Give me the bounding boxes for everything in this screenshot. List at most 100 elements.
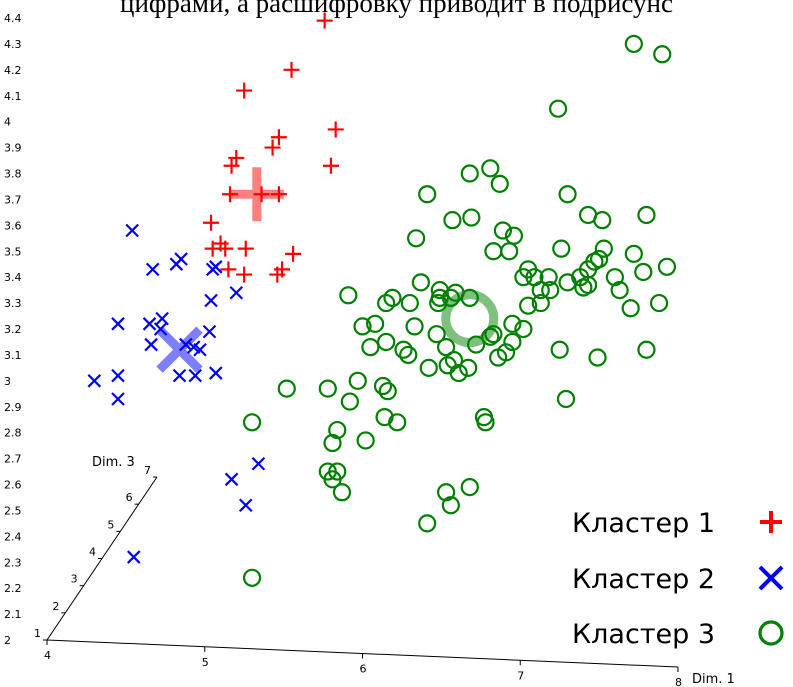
plus-point xyxy=(264,139,281,156)
circle-stroke xyxy=(493,221,512,240)
z-tick-label: 7 xyxy=(144,464,151,477)
circle-point xyxy=(378,382,397,401)
circle-stroke xyxy=(339,286,358,305)
circle-stroke xyxy=(323,433,342,453)
circle-stroke xyxy=(462,208,481,227)
circle-point xyxy=(394,340,413,359)
legend-cross-icon xyxy=(758,565,784,591)
circle-stroke xyxy=(361,338,380,357)
y-tick-label: 2.8 xyxy=(4,427,22,440)
circle-point xyxy=(383,288,402,307)
circle-stroke xyxy=(407,229,426,248)
circle-stroke xyxy=(242,568,262,587)
circle-point xyxy=(427,325,446,344)
y-tick-label: 2.3 xyxy=(4,556,22,569)
circle-point xyxy=(377,332,396,352)
circle-point xyxy=(539,268,558,287)
cross-stroke-b xyxy=(111,368,125,383)
cross-point xyxy=(251,456,266,471)
plus-point xyxy=(270,129,287,146)
legend-label: Кластер 3 xyxy=(572,619,715,650)
circle-stroke xyxy=(519,296,538,315)
circle-point xyxy=(605,268,625,287)
circle-point xyxy=(558,185,577,204)
centroids-layer xyxy=(156,167,499,373)
circle-point xyxy=(339,286,358,305)
x-tick-label: 6 xyxy=(360,663,367,676)
circle-point xyxy=(419,358,438,377)
y-tick-label: 2.9 xyxy=(4,401,22,414)
cross-point xyxy=(87,374,102,388)
cross-centroid xyxy=(156,326,203,373)
circle-point xyxy=(400,293,419,313)
circle-stroke xyxy=(503,314,522,333)
cross-stroke-b xyxy=(142,317,157,331)
plus-point xyxy=(220,261,237,278)
cross-point xyxy=(111,368,125,383)
circle-point xyxy=(519,296,538,315)
z-tick-label: 5 xyxy=(107,518,114,531)
circle-stroke xyxy=(593,211,612,230)
y-tick-label: 2.6 xyxy=(4,479,22,492)
circle-stroke xyxy=(496,343,516,362)
circle-point xyxy=(407,229,426,248)
y-tick-label: 4.3 xyxy=(4,38,22,51)
circle-point xyxy=(348,371,367,390)
circle-stroke xyxy=(531,293,550,313)
circle-point xyxy=(443,211,462,230)
circle-stroke xyxy=(441,496,460,515)
circle-point xyxy=(405,317,424,336)
circle-point xyxy=(637,205,656,225)
circle-stroke xyxy=(539,268,558,287)
circle-stroke xyxy=(400,293,419,313)
cross-point xyxy=(126,550,141,564)
circle-stroke xyxy=(552,239,571,258)
circle-stroke xyxy=(378,382,397,401)
circle-point xyxy=(657,257,677,276)
y-tick-label: 3.9 xyxy=(4,142,22,155)
circle-stroke xyxy=(437,483,456,502)
circle-stroke xyxy=(388,413,407,432)
circle-stroke xyxy=(558,273,577,292)
z-tick-label: 1 xyxy=(34,627,41,640)
circle-point xyxy=(242,413,262,432)
plus-point xyxy=(237,240,254,257)
circle-stroke xyxy=(578,275,598,295)
y-tick-label: 3.4 xyxy=(4,271,22,284)
circle-point xyxy=(503,332,522,352)
plus-point xyxy=(217,240,234,257)
circle-point xyxy=(353,317,372,336)
circle-point xyxy=(552,239,571,258)
circle-point xyxy=(460,477,479,497)
cross-point xyxy=(202,324,217,339)
y-tick-label: 2 xyxy=(4,634,11,647)
plus-point xyxy=(269,266,286,283)
cross-stroke-b xyxy=(156,326,203,373)
circle-stroke xyxy=(541,281,560,300)
plus-point xyxy=(236,82,253,99)
plus-centroid xyxy=(229,167,284,222)
y-tick-label: 2.1 xyxy=(4,608,22,621)
circle-stroke xyxy=(481,159,500,178)
circle-stroke xyxy=(588,348,607,367)
plus-point xyxy=(223,157,240,174)
cross-stroke-b xyxy=(87,374,102,388)
cross-point xyxy=(111,317,125,331)
circle-point xyxy=(624,244,643,263)
circle-point xyxy=(514,319,533,339)
circle-point xyxy=(481,159,500,178)
cross-stroke-b xyxy=(251,456,266,471)
x-tick-label: 5 xyxy=(202,656,209,669)
x-tick-label: 4 xyxy=(44,649,51,662)
cross-stroke-b xyxy=(238,498,253,513)
cross-point xyxy=(209,366,223,380)
circle-point xyxy=(377,293,396,313)
circle-stroke xyxy=(411,273,430,292)
cross-stroke-b xyxy=(186,340,201,354)
legend-label: Кластер 1 xyxy=(572,508,715,539)
circle-point xyxy=(610,281,629,300)
circle-point xyxy=(449,363,468,383)
y-tick-label: 4 xyxy=(4,116,11,129)
circle-stroke xyxy=(366,314,385,333)
